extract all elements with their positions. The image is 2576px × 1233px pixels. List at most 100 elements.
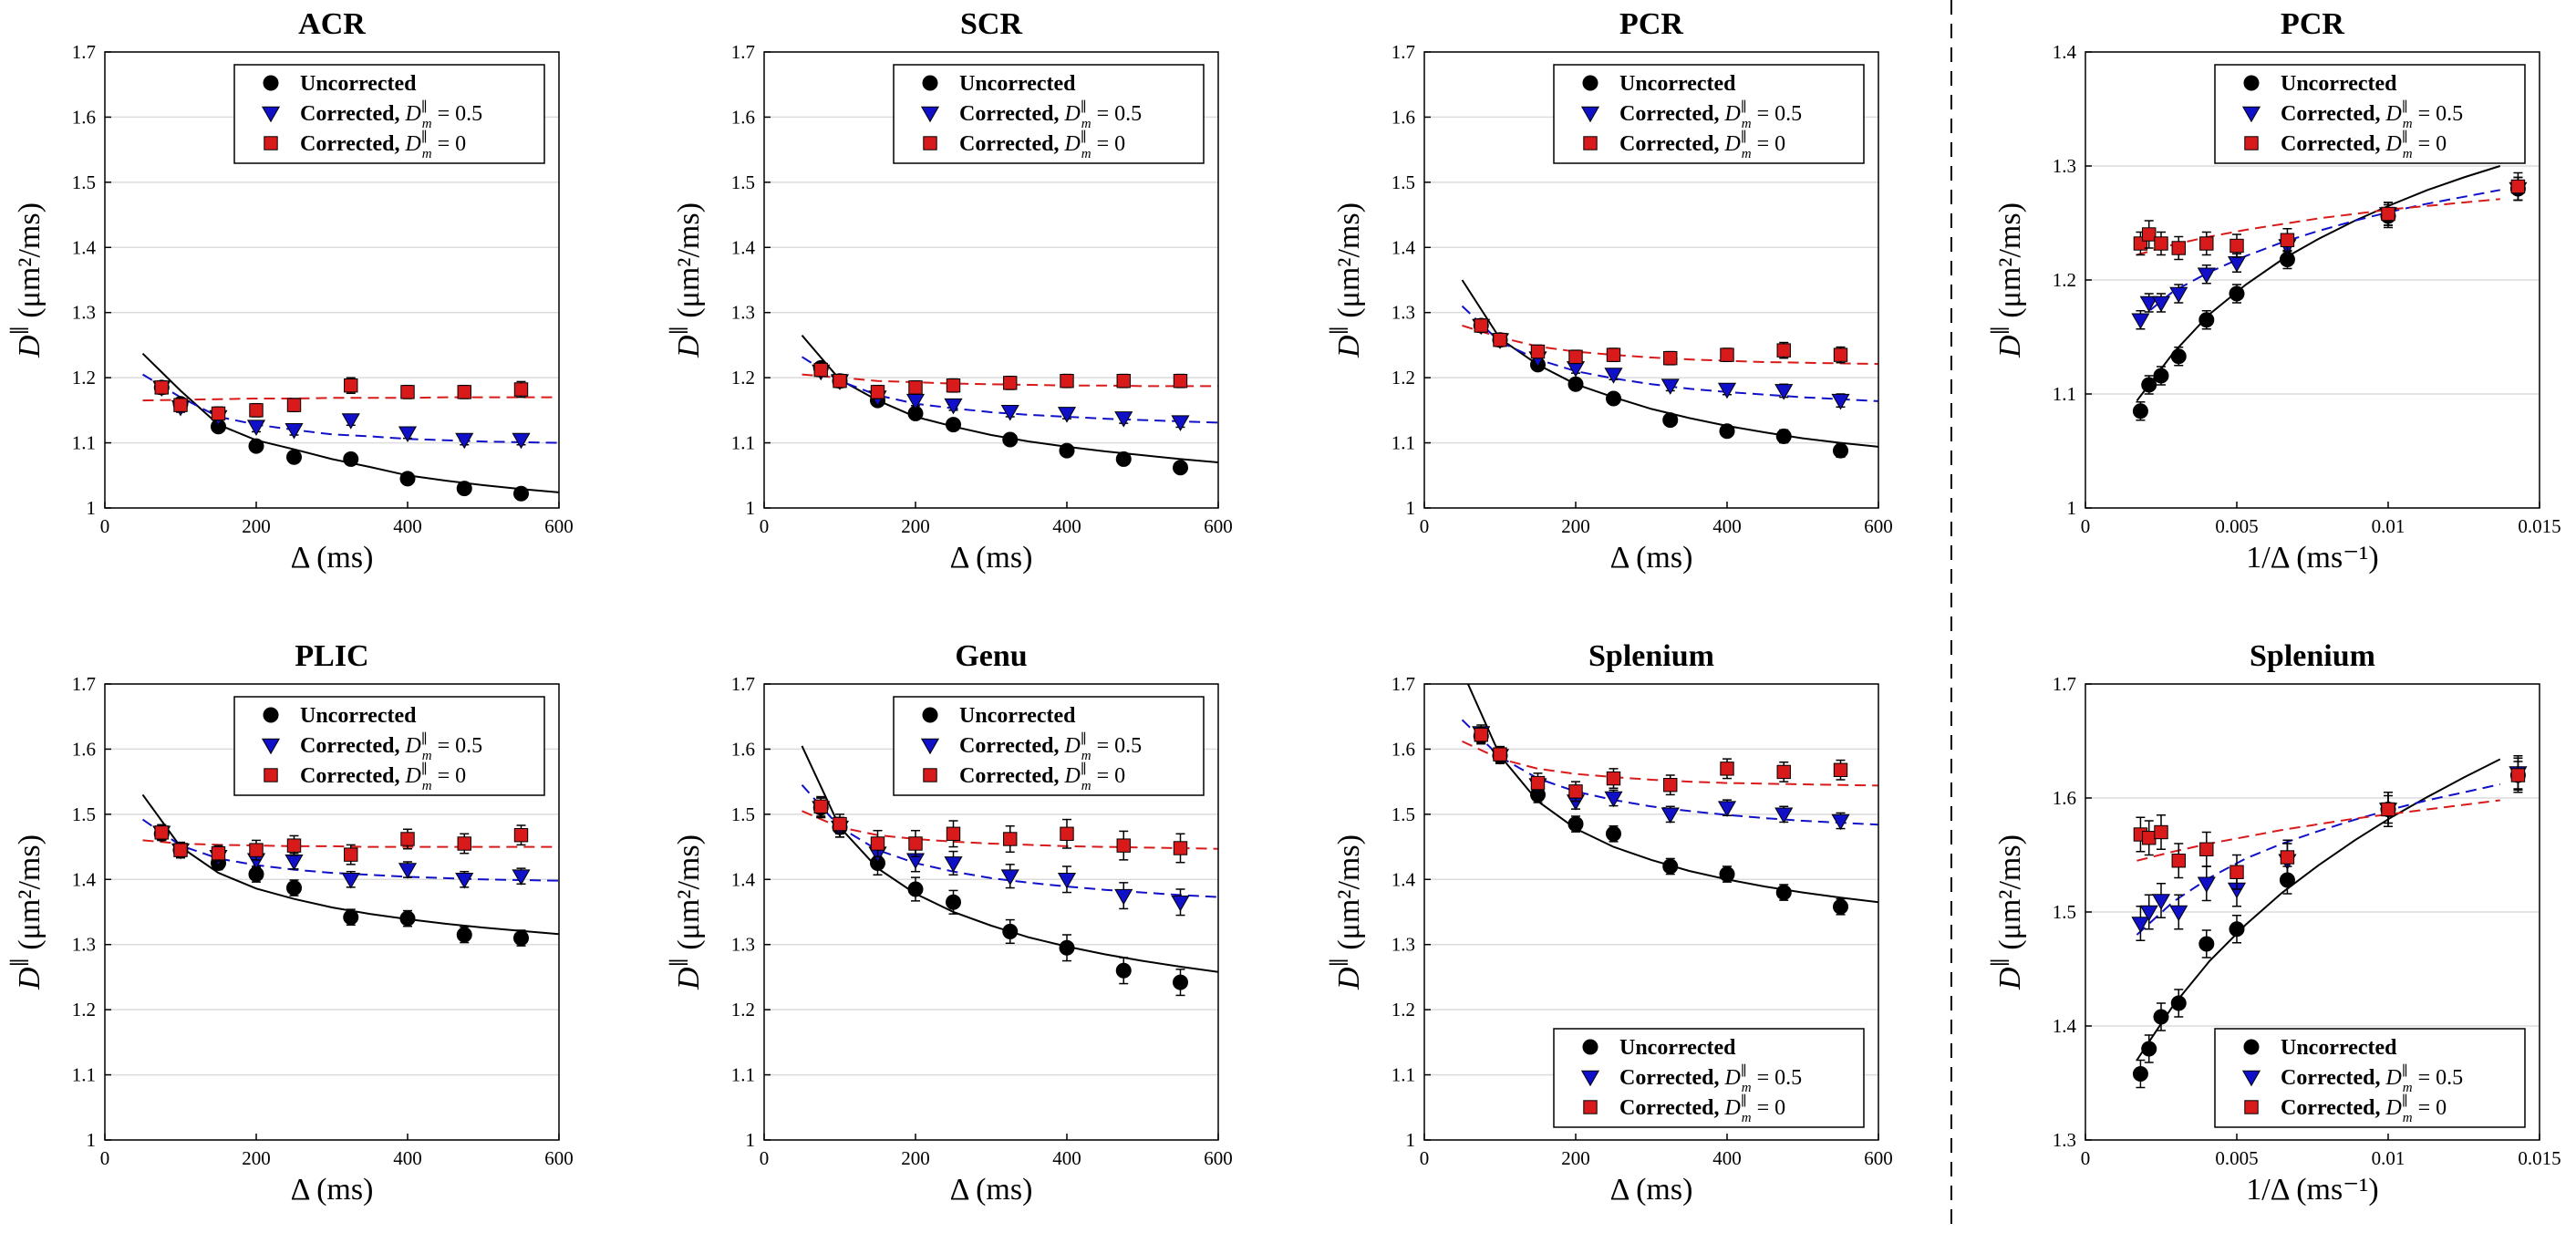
x-tick-label: 0.005 bbox=[2215, 1147, 2258, 1169]
axes-frame bbox=[2085, 51, 2540, 509]
y-tick-label: 1.2 bbox=[72, 999, 96, 1021]
data-point-triangle bbox=[944, 398, 963, 415]
data-point-circle bbox=[2170, 995, 2187, 1011]
data-point-triangle bbox=[341, 413, 360, 430]
data-point-square bbox=[344, 378, 358, 393]
y-tick-label: 1.5 bbox=[72, 171, 96, 193]
legend-box bbox=[2214, 1028, 2526, 1128]
data-point-triangle bbox=[944, 856, 963, 873]
legend-label: Corrected, D∥ m = 0 bbox=[300, 762, 466, 793]
y-tick-label: 1 bbox=[87, 497, 97, 519]
x-tick-label: 600 bbox=[544, 1147, 574, 1169]
data-point-circle bbox=[1002, 431, 1019, 448]
x-tick-label: 200 bbox=[1561, 1147, 1590, 1169]
legend-marker-circle bbox=[2243, 75, 2260, 91]
legend: Uncorrected Corrected, D∥ m = 0.5Corrected… bbox=[233, 696, 545, 796]
fit-curve-circle bbox=[2136, 758, 2501, 1062]
data-point-square bbox=[1568, 349, 1583, 364]
data-point-square bbox=[1606, 771, 1621, 786]
data-point-triangle bbox=[1057, 407, 1077, 423]
legend-marker-circle bbox=[922, 75, 938, 91]
data-point-square bbox=[2510, 768, 2526, 782]
data-point-square bbox=[2199, 236, 2214, 251]
legend: Uncorrected Corrected, D∥ m = 0.5Corrected… bbox=[893, 696, 1205, 796]
data-point-circle bbox=[1567, 376, 1584, 392]
data-point-square bbox=[908, 380, 923, 395]
data-point-circle bbox=[513, 485, 529, 502]
data-point-square bbox=[946, 826, 961, 841]
data-point-circle bbox=[1833, 442, 1848, 459]
legend-label: Uncorrected bbox=[2281, 1036, 2397, 1060]
x-tick-label: 0.015 bbox=[2518, 515, 2560, 537]
fit-curve-circle bbox=[2136, 165, 2501, 402]
axes-frame bbox=[1423, 51, 1879, 509]
data-point-square bbox=[286, 398, 302, 412]
x-tick-label: 0 bbox=[1420, 1147, 1430, 1169]
y-tick-label: 1.2 bbox=[731, 367, 755, 389]
y-tick-label: 1.3 bbox=[2053, 1129, 2076, 1151]
data-point-circle bbox=[1567, 816, 1584, 833]
x-axis-label: 1/Δ (ms⁻¹) bbox=[2246, 541, 2378, 575]
chart-genu: Genu 1 1.1 1.2 1.3 1.4 1.5 1.6 1.7 0 200 400 600 Δ (m… bbox=[667, 639, 1233, 1207]
data-point-circle bbox=[2170, 348, 2187, 365]
x-tick-label: 0 bbox=[100, 515, 110, 537]
y-tick-label: 1 bbox=[87, 1129, 97, 1151]
data-point-square bbox=[2154, 824, 2168, 840]
legend-box bbox=[893, 696, 1205, 796]
legend-marker-circle bbox=[1582, 1039, 1598, 1055]
legend-label: Corrected, D∥ m = 0 bbox=[959, 762, 1125, 793]
y-tick-label: 1.1 bbox=[72, 432, 96, 454]
data-point-triangle bbox=[2151, 295, 2171, 313]
legend-label: Corrected, D∥ m = 0.5 bbox=[300, 99, 482, 131]
data-point-circle bbox=[1173, 460, 1188, 476]
y-tick-label: 1.5 bbox=[731, 171, 755, 193]
data-point-square bbox=[2142, 831, 2157, 845]
data-point-triangle bbox=[1171, 415, 1190, 431]
data-point-square bbox=[1530, 775, 1546, 791]
axes-frame bbox=[1423, 683, 1879, 1141]
x-tick-label: 0 bbox=[760, 1147, 770, 1169]
legend-label: Corrected, D∥ m = 0.5 bbox=[1619, 99, 1802, 131]
data-point-square bbox=[1003, 376, 1018, 390]
x-tick-label: 200 bbox=[1561, 515, 1590, 537]
legend-label: Uncorrected bbox=[1619, 1036, 1736, 1060]
y-tick-label: 1.3 bbox=[2053, 155, 2076, 177]
legend: Uncorrected Corrected, D∥ m = 0.5Corrected… bbox=[2214, 64, 2526, 164]
x-axis-label: Δ (ms) bbox=[950, 541, 1033, 575]
data-point-square bbox=[1776, 764, 1791, 780]
chart-pcr_inv: PCR 1 1.1 1.2 1.3 1.4 0 0.005 0.01 0.015 1/Δ (ms⁻¹… bbox=[1989, 7, 2561, 575]
legend-label: Corrected, D∥ m = 0 bbox=[300, 130, 466, 161]
x-tick-label: 200 bbox=[242, 515, 271, 537]
data-point-triangle bbox=[1114, 411, 1133, 428]
x-tick-label: 400 bbox=[1712, 1147, 1742, 1169]
data-point-triangle bbox=[1171, 895, 1190, 912]
x-tick-label: 400 bbox=[1712, 515, 1742, 537]
legend-marker-triangle bbox=[920, 106, 940, 123]
data-point-circle bbox=[1833, 898, 1848, 915]
data-point-square bbox=[1060, 374, 1074, 389]
data-point-circle bbox=[2198, 312, 2215, 328]
x-tick-label: 600 bbox=[1864, 1147, 1893, 1169]
data-point-circle bbox=[946, 894, 961, 910]
y-tick-label: 1 bbox=[1406, 1129, 1416, 1151]
legend-marker-triangle bbox=[261, 106, 281, 123]
x-tick-label: 0.01 bbox=[2372, 1147, 2405, 1169]
chart-acr: ACR 1 1.1 1.2 1.3 1.4 1.5 1.6 1.7 0 200 400 600 Δ (ms… bbox=[8, 7, 574, 575]
legend-marker-square bbox=[264, 768, 278, 782]
legend-label: Uncorrected bbox=[959, 72, 1076, 96]
data-point-circle bbox=[2153, 1009, 2169, 1025]
x-axis-label: Δ (ms) bbox=[1610, 1173, 1693, 1207]
y-tick-label: 1 bbox=[2067, 497, 2077, 519]
y-axis-label: D∥ (μm²/ms) bbox=[1328, 834, 1366, 990]
y-tick-label: 1 bbox=[746, 1129, 756, 1151]
data-point-circle bbox=[1606, 390, 1621, 407]
data-point-triangle bbox=[341, 872, 360, 889]
y-tick-label: 1.7 bbox=[1391, 673, 1415, 695]
data-point-square bbox=[2142, 227, 2157, 242]
y-tick-label: 1.5 bbox=[1391, 171, 1415, 193]
data-point-triangle bbox=[512, 432, 531, 450]
data-point-square bbox=[249, 843, 264, 857]
legend-marker-circle bbox=[263, 707, 279, 723]
legend-marker-square bbox=[264, 136, 278, 150]
